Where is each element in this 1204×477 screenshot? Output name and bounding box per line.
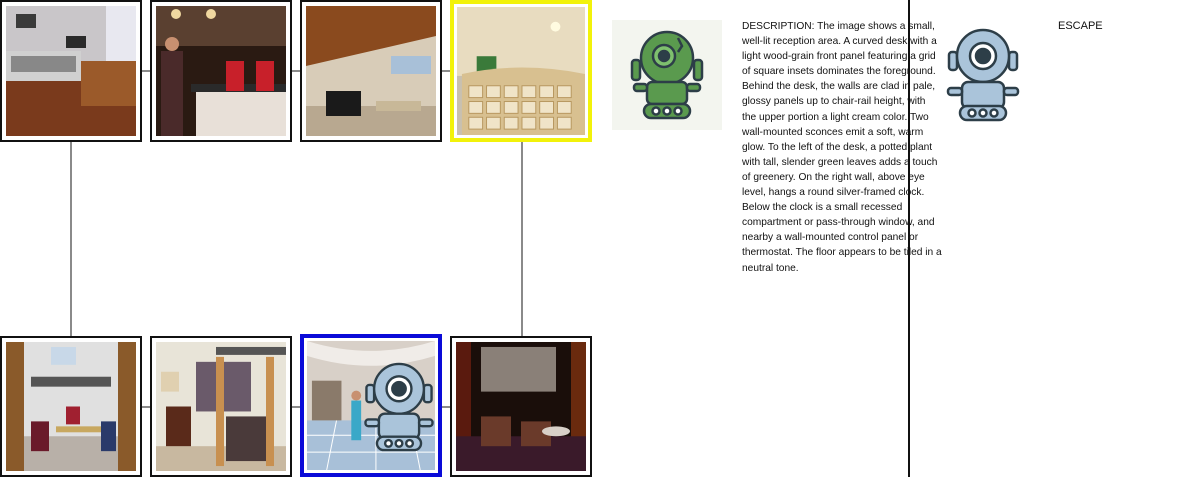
room-reception-handshake[interactable] (150, 0, 292, 142)
connector-h (140, 70, 152, 72)
room-home-office[interactable] (0, 336, 142, 477)
connector-h (140, 406, 152, 408)
room-tiled-lobby[interactable] (300, 334, 442, 477)
connector-h (440, 406, 452, 408)
room-closet[interactable] (150, 336, 292, 477)
room-description: DESCRIPTION: The image shows a small, we… (742, 21, 942, 274)
connector-h (290, 406, 302, 408)
connector-h (440, 70, 452, 72)
player-robot-icon (946, 28, 1020, 122)
room-home-theater[interactable] (450, 336, 592, 477)
panel-divider (908, 0, 910, 477)
room-recording-studio[interactable] (0, 0, 142, 142)
connector-h (290, 70, 302, 72)
connector-v-left (70, 140, 72, 340)
connector-v-right (521, 140, 523, 340)
room-reception-desk[interactable] (450, 0, 592, 142)
robot-marker-icon (364, 362, 434, 452)
escape-button[interactable]: ESCAPE (1058, 20, 1103, 32)
room-attic-lounge[interactable] (300, 0, 442, 142)
npc-robot-card (612, 20, 722, 130)
green-robot-icon (630, 30, 704, 120)
